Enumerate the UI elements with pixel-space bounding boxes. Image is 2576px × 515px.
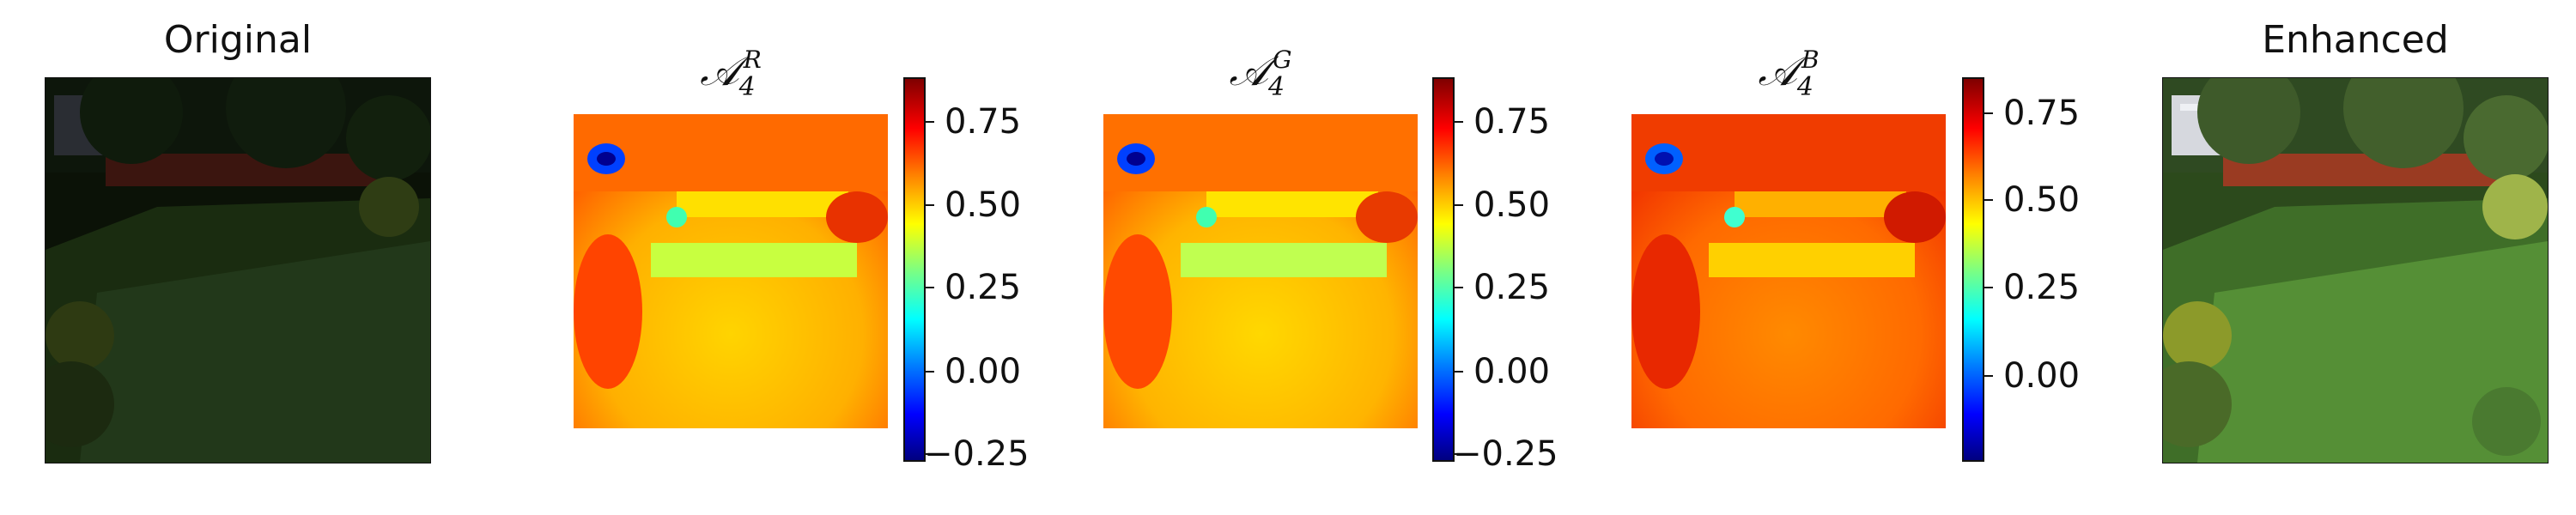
original-title: Original — [163, 18, 313, 62]
map-b-heatmap-image — [1631, 114, 1946, 428]
map-r-title: 𝒜4R — [700, 45, 762, 102]
map-b-tick-label: 0.75 — [2003, 94, 2081, 133]
map-r-tick-label: 0.25 — [945, 268, 1022, 307]
map-r-heatmap-image — [574, 114, 888, 428]
map-g-heatmap-image — [1103, 114, 1418, 428]
map-r-tick-label: 0.50 — [945, 185, 1022, 225]
map-r-tick-label: 0.00 — [945, 352, 1022, 391]
map-r-tick-label: −0.25 — [924, 434, 1030, 474]
map-b-tick-label: 0.50 — [2003, 180, 2081, 220]
original-photo — [45, 77, 431, 464]
enhanced-photo-image — [2163, 78, 2548, 463]
map-b-colorbar — [1962, 77, 1984, 462]
map-g-tick-label: 0.00 — [1473, 352, 1551, 391]
map-g-heatmap — [1103, 114, 1418, 428]
map-r-colorbar — [903, 77, 926, 462]
original-photo-image — [46, 78, 430, 463]
map-b-tick-label: 0.25 — [2003, 268, 2081, 307]
map-r-heatmap — [574, 114, 888, 428]
enhanced-title: Enhanced — [2262, 18, 2449, 62]
map-b-heatmap — [1631, 114, 1946, 428]
map-g-tick-label: 0.50 — [1473, 185, 1551, 225]
map-g-tick-label: 0.75 — [1473, 102, 1551, 142]
map-b-tick-label: 0.00 — [2003, 356, 2081, 396]
map-g-colorbar — [1432, 77, 1455, 462]
map-r-tick-label: 0.75 — [945, 102, 1022, 142]
map-g-tick-label: −0.25 — [1453, 434, 1558, 474]
map-g-title: 𝒜4G — [1229, 45, 1292, 102]
map-g-tick-label: 0.25 — [1473, 268, 1551, 307]
map-b-title: 𝒜4B — [1758, 45, 1820, 102]
enhanced-photo — [2162, 77, 2549, 464]
